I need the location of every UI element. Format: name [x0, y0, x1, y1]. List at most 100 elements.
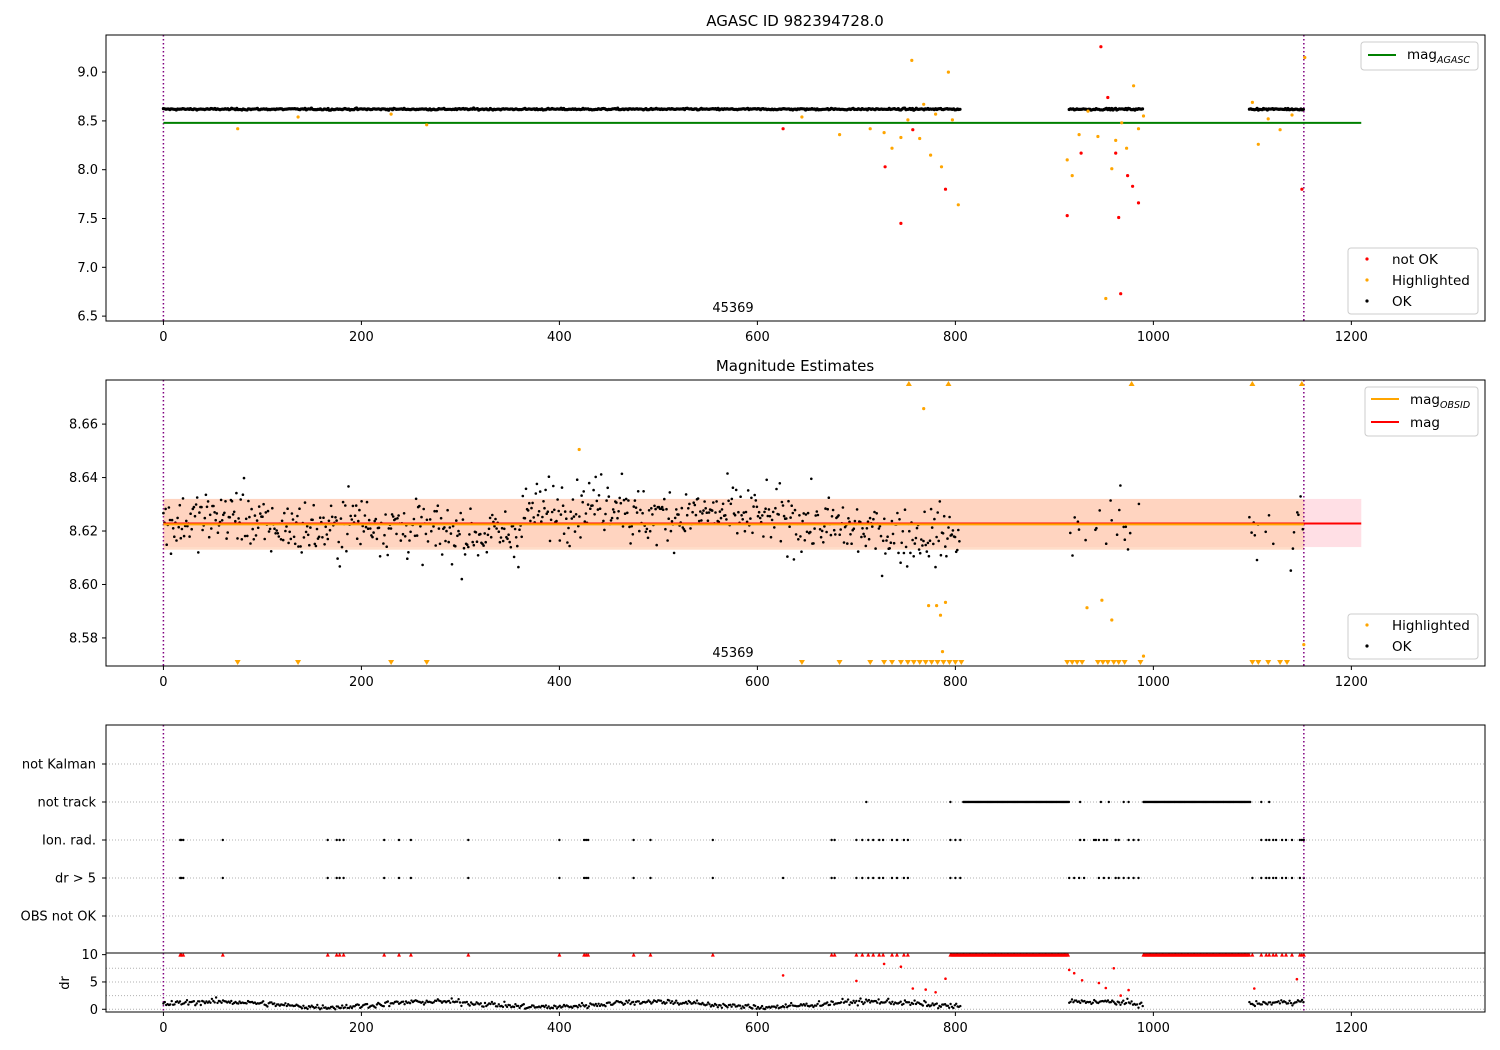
flag-point — [867, 838, 870, 842]
ok-point — [499, 536, 503, 539]
highlighted-above-marker — [1249, 381, 1256, 386]
ok-point — [493, 524, 496, 528]
flag-point — [878, 838, 881, 842]
legend-status: Highlighted OK — [1347, 613, 1479, 660]
dr-point — [350, 1006, 354, 1010]
ok-point — [803, 539, 807, 542]
ok-point — [558, 539, 562, 542]
ok-point — [1098, 509, 1101, 512]
ok-point — [927, 554, 931, 558]
ok-point — [1137, 502, 1141, 506]
ok-point — [700, 519, 703, 522]
dr-point — [341, 1004, 344, 1007]
ok-point — [861, 527, 864, 530]
dr-point — [274, 1004, 277, 1008]
ok-point — [596, 508, 600, 511]
dr-point — [1266, 1003, 1269, 1006]
highlighted-point — [1136, 127, 1141, 131]
ok-point — [827, 496, 831, 500]
highlighted-point — [800, 115, 804, 119]
y-tick-label: 8.0 — [77, 163, 98, 178]
ok-point — [288, 530, 292, 534]
ok-point — [740, 514, 743, 517]
ok-point — [724, 514, 727, 517]
ok-point — [205, 505, 209, 509]
dr-capped-marker — [181, 952, 186, 957]
dr-point — [1295, 1001, 1298, 1004]
highlighted-point — [950, 118, 955, 122]
ok-point — [403, 535, 407, 538]
dr-not-ok-point — [1253, 987, 1256, 990]
flag-point — [326, 876, 329, 880]
ok-point — [818, 528, 822, 531]
dr-point — [349, 1005, 352, 1008]
highlighted-below-marker — [1265, 660, 1272, 665]
dr-point — [1070, 998, 1074, 1001]
highlighted-below-marker — [1099, 660, 1106, 665]
ok-point — [203, 516, 207, 520]
ok-point — [548, 539, 552, 543]
ok-point — [171, 527, 175, 530]
ok-point — [489, 535, 493, 539]
dr-point — [604, 1005, 607, 1008]
ok-point — [223, 511, 226, 515]
ok-point — [396, 517, 399, 520]
dr-point — [790, 1001, 793, 1005]
dr-point — [729, 1003, 732, 1006]
ok-point — [605, 499, 608, 502]
ok-point — [234, 519, 237, 523]
flag-point — [1137, 876, 1140, 880]
ok-point — [1297, 513, 1300, 517]
ok-point — [361, 524, 365, 528]
ok-point — [549, 518, 553, 522]
dr-point — [621, 1001, 624, 1005]
dr-capped-marker — [220, 952, 225, 957]
ok-point — [193, 514, 197, 518]
ok-point — [401, 532, 405, 536]
ok-point — [346, 532, 349, 536]
ok-point — [289, 537, 293, 541]
dr-point — [730, 1005, 733, 1008]
ok-point — [914, 536, 918, 540]
y-tick-label: 8.62 — [69, 525, 98, 540]
plot-frame — [105, 724, 1486, 954]
dr-point — [245, 1002, 248, 1005]
highlighted-point — [1104, 296, 1108, 301]
dr-point — [930, 1004, 933, 1007]
flag-point — [1114, 838, 1117, 842]
not-ok-point — [1117, 215, 1121, 220]
flag-point — [861, 838, 864, 842]
dr-not-ok-point — [1080, 979, 1084, 982]
flag-category-label: not track — [37, 796, 96, 811]
ok-point — [491, 513, 494, 517]
flag-point — [830, 838, 833, 842]
ok-point — [911, 538, 914, 542]
ok-point — [819, 535, 823, 539]
dr-point — [627, 999, 631, 1002]
flag-point — [855, 876, 858, 880]
ok-point — [941, 532, 945, 535]
ok-point — [1077, 528, 1081, 531]
ok-point — [263, 537, 267, 541]
flag-category-label: not Kalman — [22, 758, 96, 773]
ok-point — [274, 532, 277, 535]
flag-point — [949, 800, 952, 804]
flag-point — [1117, 838, 1120, 842]
dr-point — [1124, 1001, 1128, 1005]
ok-point — [167, 506, 171, 509]
dr-point — [576, 1006, 579, 1009]
ok-point — [447, 540, 451, 544]
ok-point — [337, 540, 341, 544]
ok-point — [638, 529, 641, 533]
dr-capped-marker — [1247, 952, 1252, 957]
ok-point — [531, 501, 534, 505]
ok-point — [594, 475, 597, 479]
flag-point — [649, 876, 652, 880]
dr-point — [864, 998, 868, 1001]
flag-point — [1284, 838, 1288, 842]
ok-point — [867, 537, 871, 541]
dr-point — [1130, 1000, 1133, 1003]
dr-point — [185, 999, 189, 1002]
ok-point — [599, 473, 603, 476]
ok-point — [390, 513, 394, 516]
